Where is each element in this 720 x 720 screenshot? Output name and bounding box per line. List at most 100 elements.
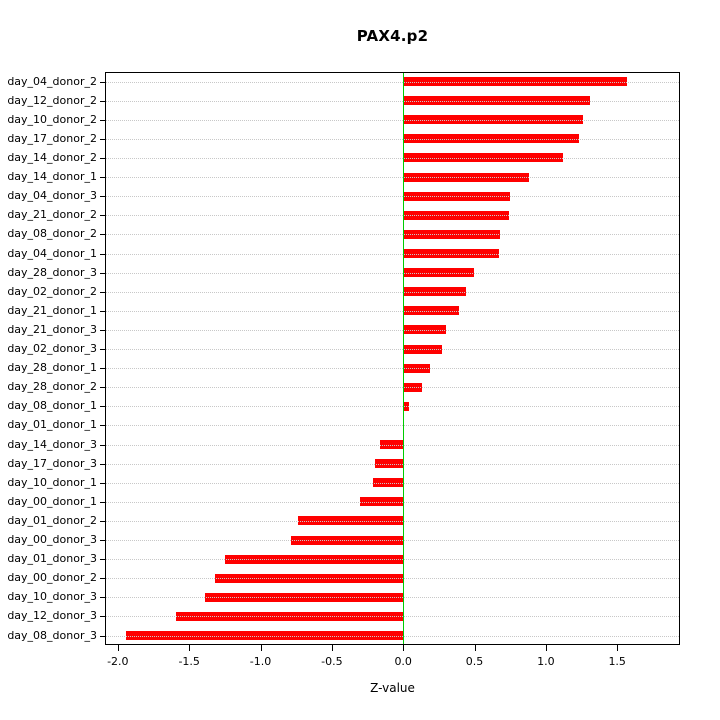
gridline bbox=[106, 272, 679, 274]
x-tick-label: -1.0 bbox=[249, 655, 272, 668]
gridline bbox=[106, 100, 679, 102]
gridline bbox=[106, 616, 679, 618]
y-tick bbox=[100, 425, 105, 427]
y-tick bbox=[100, 520, 105, 522]
zero-reference-line bbox=[403, 73, 405, 644]
y-tick bbox=[100, 616, 105, 618]
x-tick-label: -1.5 bbox=[178, 655, 200, 668]
y-tick-label: day_04_donor_3 bbox=[7, 189, 97, 203]
y-tick bbox=[100, 234, 105, 236]
y-tick-label: day_08_donor_1 bbox=[7, 399, 97, 413]
gridline bbox=[106, 196, 679, 198]
x-tick-label: -0.5 bbox=[321, 655, 343, 668]
y-tick bbox=[100, 482, 105, 484]
y-tick bbox=[100, 291, 105, 293]
y-tick-label: day_08_donor_2 bbox=[7, 227, 97, 241]
gridline bbox=[106, 119, 679, 121]
gridline bbox=[106, 291, 679, 293]
y-tick-label: day_01_donor_3 bbox=[7, 552, 97, 565]
y-tick bbox=[100, 463, 105, 465]
gridline bbox=[106, 387, 679, 389]
y-tick bbox=[100, 196, 105, 198]
y-tick bbox=[100, 387, 105, 389]
gridline bbox=[106, 81, 679, 83]
gridline bbox=[106, 444, 679, 446]
gridline bbox=[106, 368, 679, 370]
gridline bbox=[106, 406, 679, 408]
gridline bbox=[106, 138, 679, 140]
gridline bbox=[106, 310, 679, 312]
y-tick-label: day_01_donor_1 bbox=[7, 418, 97, 432]
y-tick-label: day_21_donor_2 bbox=[7, 208, 97, 222]
gridline bbox=[106, 559, 679, 560]
x-tick bbox=[331, 645, 333, 651]
gridline bbox=[106, 425, 679, 427]
y-tick-label: day_00_donor_2 bbox=[7, 571, 97, 585]
y-tick bbox=[100, 368, 105, 370]
y-tick-label: day_28_donor_1 bbox=[7, 361, 97, 375]
x-tick-label: 0.0 bbox=[394, 655, 412, 668]
gridline bbox=[106, 215, 679, 217]
x-tick-label: 0.5 bbox=[465, 655, 484, 668]
y-tick-label: day_10_donor_2 bbox=[7, 112, 97, 126]
x-tick-label: 1.0 bbox=[537, 655, 555, 668]
x-tick bbox=[117, 645, 119, 651]
y-tick bbox=[100, 444, 105, 446]
y-tick-label: day_28_donor_3 bbox=[7, 265, 97, 279]
y-tick-label: day_00_donor_1 bbox=[7, 494, 97, 508]
gridline bbox=[106, 501, 679, 503]
x-tick bbox=[474, 645, 476, 651]
y-tick-label: day_10_donor_1 bbox=[7, 475, 97, 489]
x-tick bbox=[617, 645, 619, 651]
gridline bbox=[106, 157, 679, 159]
y-tick-label: day_14_donor_2 bbox=[7, 150, 97, 164]
y-tick bbox=[100, 119, 105, 121]
y-tick bbox=[100, 177, 105, 179]
x-axis-title: Z-value bbox=[370, 681, 415, 695]
x-tick-label: 1.5 bbox=[608, 655, 626, 668]
y-tick-label: day_04_donor_1 bbox=[7, 246, 97, 260]
y-tick bbox=[100, 501, 105, 503]
y-tick bbox=[100, 310, 105, 312]
y-tick bbox=[100, 253, 105, 255]
gridline bbox=[106, 349, 679, 350]
y-tick bbox=[100, 635, 105, 637]
gridline bbox=[106, 253, 679, 255]
y-tick-label: day_04_donor_2 bbox=[7, 74, 97, 88]
y-tick-label: day_21_donor_1 bbox=[7, 303, 97, 317]
chart-title: PAX4.p2 bbox=[356, 27, 429, 45]
plot-area-border bbox=[105, 72, 680, 645]
gridline bbox=[106, 482, 679, 484]
y-tick-label: day_21_donor_3 bbox=[7, 322, 97, 336]
y-tick-label: day_01_donor_2 bbox=[7, 513, 97, 527]
y-tick bbox=[100, 157, 105, 159]
y-tick-label: day_14_donor_1 bbox=[7, 170, 97, 184]
y-tick-label: day_02_donor_3 bbox=[7, 342, 97, 355]
y-tick bbox=[100, 540, 105, 541]
y-tick bbox=[100, 215, 105, 217]
gridline bbox=[106, 520, 679, 522]
gridline bbox=[106, 540, 679, 541]
y-tick bbox=[100, 272, 105, 274]
y-tick-label: day_12_donor_3 bbox=[7, 609, 97, 623]
gridline bbox=[106, 635, 679, 637]
y-tick bbox=[100, 81, 105, 83]
y-tick-label: day_17_donor_2 bbox=[7, 131, 97, 145]
y-tick bbox=[100, 100, 105, 102]
x-tick bbox=[545, 645, 547, 651]
y-tick bbox=[100, 138, 105, 140]
y-tick-label: day_28_donor_2 bbox=[7, 380, 97, 394]
gridline bbox=[106, 597, 679, 599]
y-tick bbox=[100, 559, 105, 560]
y-tick bbox=[100, 349, 105, 350]
x-tick-label: -2.0 bbox=[107, 655, 129, 668]
y-tick bbox=[100, 597, 105, 599]
y-tick bbox=[100, 578, 105, 580]
y-tick-label: day_14_donor_3 bbox=[7, 437, 97, 451]
x-tick bbox=[189, 645, 191, 651]
y-tick bbox=[100, 329, 105, 331]
x-tick bbox=[403, 645, 405, 651]
gridline bbox=[106, 177, 679, 179]
y-tick-label: day_10_donor_3 bbox=[7, 590, 97, 604]
